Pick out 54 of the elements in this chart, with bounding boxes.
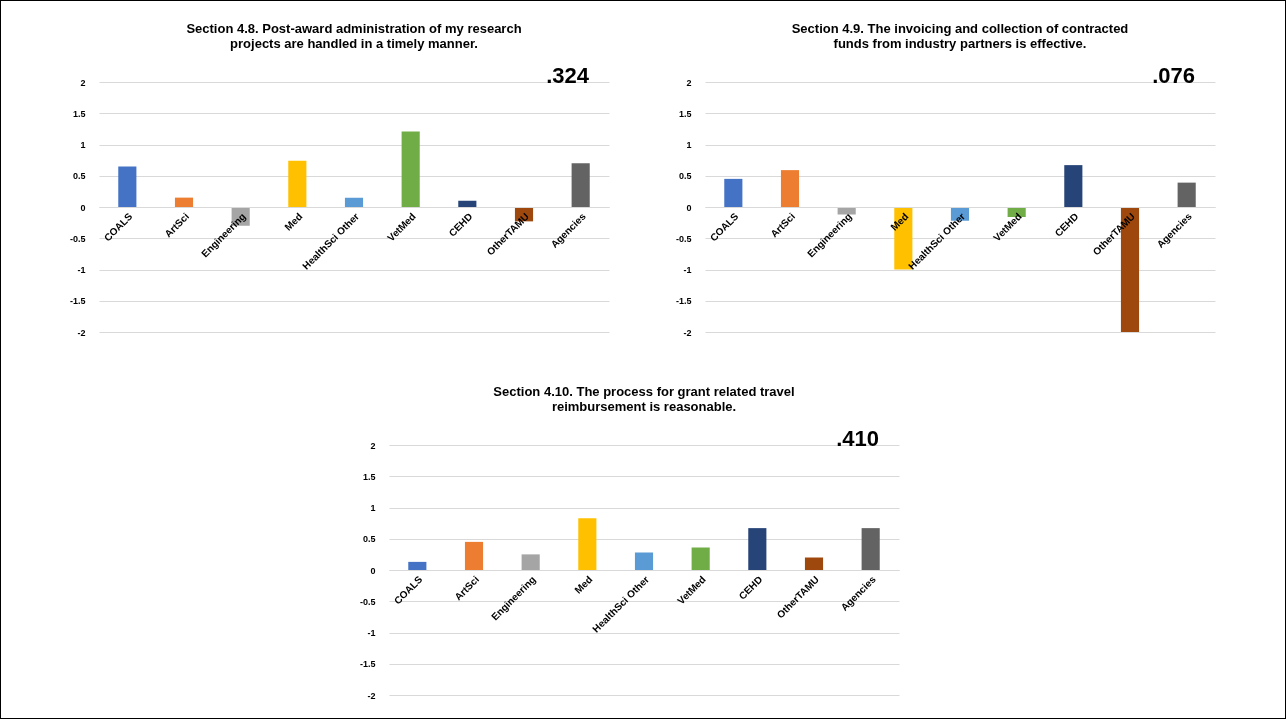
y-tick-label: 1.5 — [72, 108, 86, 119]
y-tick-label: -0.5 — [69, 233, 86, 244]
y-tick-label: 1 — [370, 503, 376, 513]
bar — [521, 554, 540, 570]
bar — [464, 541, 484, 570]
y-tick-label: 0 — [80, 202, 86, 213]
y-tick-label: 0.5 — [72, 171, 86, 182]
bar — [174, 197, 194, 207]
bar — [458, 200, 477, 207]
bar — [408, 561, 427, 570]
chart-title: Section 4.9. The invoicing and collection of contracted funds from industry partners is effective. — [791, 21, 1129, 51]
y-tick-label: -1.5 — [359, 659, 376, 670]
y-tick-label: 2 — [686, 77, 692, 88]
y-tick-label: 0.5 — [362, 534, 376, 545]
y-tick-label: -1 — [77, 265, 86, 275]
bar — [1177, 182, 1196, 207]
bar — [804, 557, 824, 570]
y-tick-label: -0.5 — [675, 233, 692, 244]
bar — [344, 197, 364, 207]
y-tick-label: -1 — [367, 628, 376, 638]
bar — [748, 528, 767, 570]
y-tick-label: -2 — [683, 327, 692, 338]
bar — [634, 552, 654, 570]
bar — [288, 160, 307, 207]
y-tick-label: 1 — [686, 140, 692, 150]
y-tick-label: 2 — [80, 77, 86, 88]
y-tick-label: 0 — [686, 202, 692, 213]
y-tick-label: 2 — [370, 440, 376, 451]
y-tick-label: 1.5 — [362, 471, 376, 482]
y-tick-label: -2 — [77, 327, 86, 338]
bar — [861, 528, 880, 570]
annotation: .076 — [1152, 63, 1195, 88]
bar — [724, 178, 743, 207]
annotation: .324 — [546, 63, 590, 88]
bar — [837, 207, 856, 215]
y-tick-label: 1 — [80, 140, 86, 150]
chart-title: Section 4.10. The process for grant related travel reimbursement is reasonable. — [493, 384, 795, 414]
y-tick-label: -1.5 — [69, 296, 86, 307]
chart-title: Section 4.8. Post-award administration of my research projects are handled in a timely manner. — [186, 21, 522, 51]
y-tick-label: -0.5 — [359, 596, 376, 607]
bar — [578, 518, 597, 570]
bar — [780, 170, 800, 207]
bar — [118, 166, 137, 207]
bar — [691, 547, 710, 570]
y-tick-label: -2 — [367, 690, 376, 701]
bar — [1064, 165, 1083, 207]
y-tick-label: -1 — [683, 265, 692, 275]
y-tick-label: -1.5 — [675, 296, 692, 307]
bar — [571, 163, 590, 207]
bar — [401, 131, 420, 207]
y-tick-label: 0 — [370, 565, 376, 576]
y-tick-label: 0.5 — [678, 171, 692, 182]
annotation: .410 — [836, 426, 879, 451]
y-tick-label: 1.5 — [678, 108, 692, 119]
